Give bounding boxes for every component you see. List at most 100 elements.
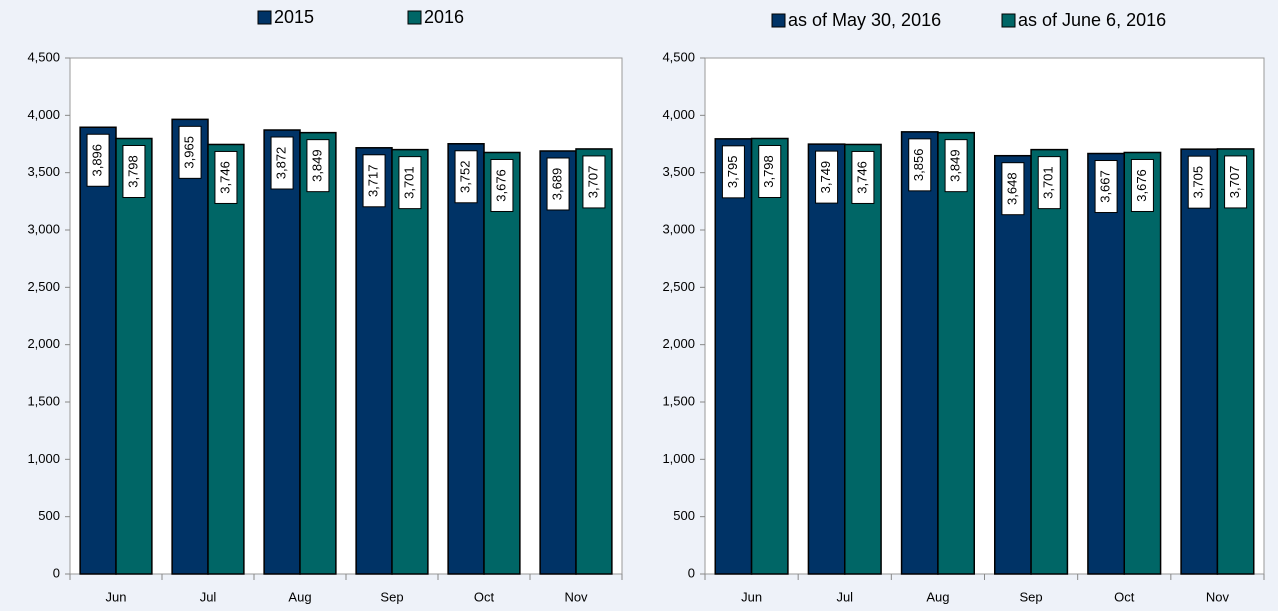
bar [937, 131, 976, 575]
value-label-box [546, 157, 570, 211]
value-label: 3,752 [457, 160, 472, 193]
bar [1123, 151, 1162, 575]
bar [714, 138, 753, 575]
y-tick-label: 1,000 [662, 451, 695, 466]
y-tick-label: 0 [688, 565, 695, 580]
x-tick-label: Nov [564, 589, 588, 604]
y-tick-label: 3,500 [27, 164, 60, 179]
value-label-box [721, 145, 745, 199]
x-tick-label: Sep [1020, 589, 1043, 604]
value-label-box [362, 154, 386, 208]
value-label: 3,798 [125, 155, 140, 188]
x-tick-label: Aug [926, 589, 949, 604]
y-tick-label: 2,000 [27, 336, 60, 351]
y-tick-label: 4,500 [662, 49, 695, 64]
bar [900, 131, 939, 575]
value-label-box [1037, 156, 1061, 210]
value-label: 3,896 [89, 144, 104, 177]
value-label-box [178, 125, 202, 179]
value-label-box [1094, 160, 1118, 214]
bar [79, 126, 117, 575]
legend-swatch [771, 13, 786, 28]
bar [575, 148, 613, 575]
value-label-box [270, 136, 294, 190]
bar [1030, 148, 1069, 575]
plot-area [704, 57, 1265, 575]
value-label: 3,746 [217, 161, 232, 194]
value-label: 3,701 [1041, 166, 1056, 199]
value-label: 3,795 [725, 156, 740, 189]
value-label: 3,749 [818, 161, 833, 194]
value-label: 3,648 [1004, 172, 1019, 205]
legend-label: 2015 [274, 7, 314, 27]
y-tick-label: 3,500 [662, 164, 695, 179]
plot-area [69, 57, 623, 575]
legend-swatch [1001, 13, 1016, 28]
value-label: 3,746 [854, 161, 869, 194]
bar [391, 148, 429, 575]
bar [171, 118, 209, 575]
y-tick-label: 1,500 [662, 393, 695, 408]
y-tick-label: 0 [53, 565, 60, 580]
value-label-box [1224, 155, 1248, 209]
value-label-box [214, 150, 238, 204]
y-tick-label: 3,000 [27, 221, 60, 236]
y-tick-label: 500 [673, 508, 695, 523]
value-label: 3,798 [761, 155, 776, 188]
value-label: 3,856 [911, 149, 926, 182]
bar [993, 154, 1032, 575]
value-label-box [306, 139, 330, 193]
value-label: 3,849 [309, 149, 324, 182]
x-tick-label: Jun [741, 589, 762, 604]
y-tick-label: 1,500 [27, 393, 60, 408]
x-tick-label: Oct [474, 589, 495, 604]
value-label-box [490, 158, 514, 212]
legend-label: as of May 30, 2016 [788, 10, 941, 30]
y-tick-label: 500 [38, 508, 60, 523]
value-label-box [1187, 155, 1211, 209]
value-label: 3,849 [948, 149, 963, 182]
bar [1216, 148, 1255, 575]
x-tick-label: Oct [1114, 589, 1135, 604]
bar [539, 150, 577, 575]
bar [207, 143, 245, 575]
bar [750, 137, 789, 575]
value-label-box [582, 155, 606, 209]
y-tick-label: 2,500 [662, 279, 695, 294]
value-label-box [1001, 162, 1025, 216]
x-tick-label: Jul [836, 589, 853, 604]
x-tick-label: Jul [200, 589, 217, 604]
value-label-box [944, 139, 968, 193]
value-label-box [1130, 158, 1154, 212]
bar [355, 147, 393, 575]
bar [1180, 148, 1219, 575]
value-label: 3,676 [1134, 169, 1149, 202]
value-label-box [815, 150, 839, 204]
bar [263, 129, 301, 575]
value-label: 3,689 [549, 168, 564, 201]
value-label-box [758, 144, 782, 198]
value-label: 3,701 [401, 166, 416, 199]
bar [844, 143, 882, 575]
y-tick-label: 2,000 [662, 336, 695, 351]
value-label: 3,707 [1227, 166, 1242, 199]
value-label-box [908, 138, 932, 192]
bar [115, 137, 153, 575]
bar [1087, 152, 1126, 575]
value-label-box [851, 150, 875, 204]
y-tick-label: 3,000 [662, 221, 695, 236]
legend-swatch [407, 10, 422, 25]
value-label: 3,667 [1098, 170, 1113, 203]
value-label-box [398, 156, 422, 210]
value-label: 3,705 [1191, 166, 1206, 199]
y-tick-label: 4,500 [27, 49, 60, 64]
legend-label: 2016 [424, 7, 464, 27]
bar [447, 143, 485, 575]
x-tick-label: Sep [380, 589, 403, 604]
legend-label: as of June 6, 2016 [1018, 10, 1166, 30]
value-label-box [454, 150, 478, 204]
y-tick-label: 4,000 [27, 107, 60, 122]
bar [299, 131, 337, 575]
value-label: 3,676 [493, 169, 508, 202]
